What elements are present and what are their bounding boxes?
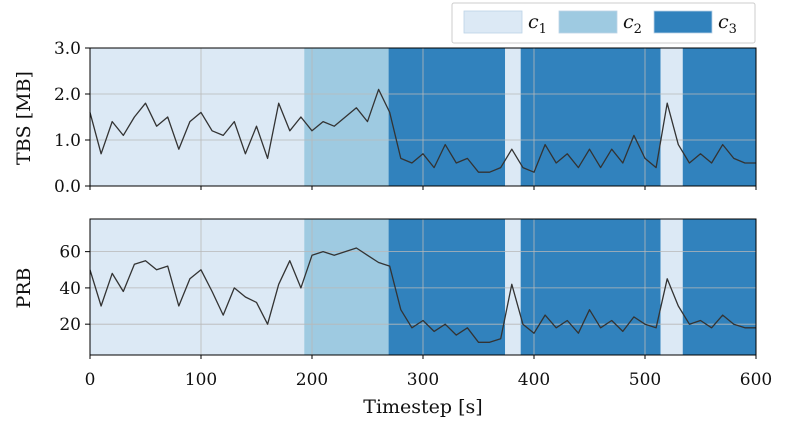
tbs-y-axis-label: TBS [MB] — [13, 71, 35, 165]
prb-y-axis-label: PRB — [13, 267, 35, 308]
tbs-panel: 0.0 1.0 2.0 3.0 — [54, 39, 757, 197]
prb-region-4 — [520, 219, 661, 355]
legend-swatch-c2 — [558, 10, 618, 34]
prb-region-6 — [682, 219, 756, 355]
tbs-region-0 — [90, 48, 305, 186]
prb-ytick-label-0: 20 — [59, 315, 81, 335]
tbs-series-line — [89, 88, 756, 173]
tbs-region-1 — [304, 48, 389, 186]
tbs-region-6 — [682, 48, 756, 186]
xtick-label-0: 0 — [85, 370, 96, 390]
xtick-label-6: 600 — [740, 370, 772, 390]
x-axis-label: Timestep [s] — [363, 396, 482, 418]
tbs-region-4 — [520, 48, 661, 186]
xtick-label-3: 300 — [407, 370, 439, 390]
prb-ytick-label-1: 40 — [59, 279, 81, 299]
tbs-ytick-label-2: 2.0 — [54, 85, 81, 105]
tbs-ytick-label-1: 1.0 — [54, 131, 81, 151]
tbs-ytick-label-3: 3.0 — [54, 39, 81, 59]
xtick-label-2: 200 — [296, 370, 328, 390]
x-axis: Timestep [s] 0 100 200 300 400 500 600 — [85, 370, 773, 418]
prb-region-5 — [660, 219, 683, 355]
xtick-label-5: 500 — [629, 370, 661, 390]
prb-series-line — [89, 247, 756, 343]
xtick-label-1: 100 — [185, 370, 217, 390]
prb-region-1 — [304, 219, 389, 355]
tbs-region-3 — [505, 48, 521, 186]
tbs-ytick-label-0: 0.0 — [54, 177, 81, 197]
tbs-region-2 — [388, 48, 506, 186]
legend-swatch-c3 — [653, 10, 713, 34]
prb-panel: 20 40 60 — [59, 218, 757, 359]
prb-ytick-label-2: 60 — [59, 243, 81, 263]
prb-region-0 — [90, 219, 305, 355]
legend-swatch-c1 — [463, 10, 523, 34]
prb-region-2 — [388, 219, 506, 355]
legend: c1 c2 c3 — [451, 2, 756, 44]
xtick-label-4: 400 — [518, 370, 550, 390]
tbs-region-5 — [660, 48, 683, 186]
